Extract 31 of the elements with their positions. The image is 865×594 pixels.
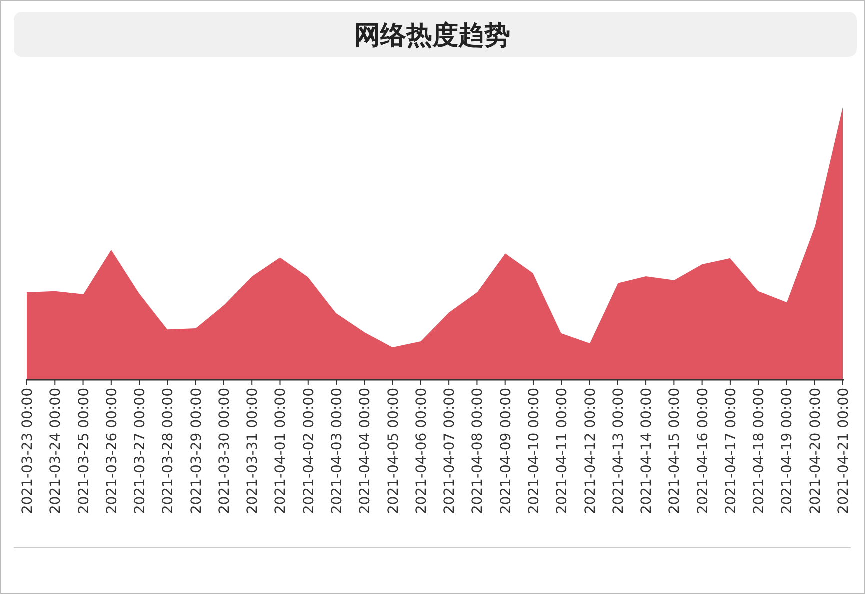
x-tick-label: 2021-04-18 00:00 (752, 388, 768, 514)
x-tick-label: 2021-04-16 00:00 (695, 388, 712, 514)
x-tick-label: 2021-04-15 00:00 (667, 388, 684, 514)
x-tick-label: 2021-03-29 00:00 (188, 388, 205, 514)
x-tick-label: 2021-04-10 00:00 (526, 388, 542, 514)
x-tick-label: 2021-04-14 00:00 (639, 388, 656, 514)
x-tick-label: 2021-04-09 00:00 (498, 388, 514, 514)
x-tick-label: 2021-03-25 00:00 (76, 388, 92, 514)
x-tick-label: 2021-04-21 00:00 (836, 388, 852, 514)
x-tick-label: 2021-04-03 00:00 (330, 388, 346, 514)
x-tick-label: 2021-04-12 00:00 (582, 388, 599, 514)
x-tick-label: 2021-04-08 00:00 (470, 388, 486, 514)
x-tick-label: 2021-04-13 00:00 (610, 388, 627, 514)
x-tick-label: 2021-03-24 00:00 (48, 388, 64, 514)
chart-title: 网络热度趋势 (354, 21, 510, 51)
x-tick-label: 2021-03-27 00:00 (132, 388, 149, 514)
x-tick-label: 2021-04-02 00:00 (301, 388, 318, 514)
x-tick-label: 2021-04-17 00:00 (723, 388, 740, 514)
x-tick-label: 2021-04-20 00:00 (808, 388, 824, 514)
x-tick-label: 2021-04-06 00:00 (414, 388, 430, 514)
x-tick-label: 2021-04-11 00:00 (554, 388, 571, 514)
x-tick-label: 2021-03-23 00:00 (20, 388, 36, 514)
x-tick-label: 2021-04-01 00:00 (273, 388, 290, 514)
x-tick-label: 2021-03-30 00:00 (216, 388, 233, 514)
x-tick-label: 2021-04-19 00:00 (780, 388, 796, 514)
x-tick-label: 2021-04-07 00:00 (442, 388, 458, 514)
x-tick-label: 2021-03-28 00:00 (160, 388, 177, 514)
x-tick-label: 2021-04-05 00:00 (386, 388, 402, 514)
x-tick-label: 2021-04-04 00:00 (358, 388, 374, 514)
x-tick-label: 2021-03-31 00:00 (245, 388, 262, 514)
x-tick-label: 2021-03-26 00:00 (104, 388, 120, 514)
